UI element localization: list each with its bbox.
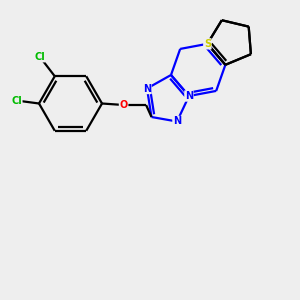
Text: N: N [143, 83, 151, 94]
Text: N: N [185, 91, 193, 101]
Text: O: O [119, 100, 128, 110]
Text: Cl: Cl [11, 95, 22, 106]
Text: Cl: Cl [34, 52, 45, 62]
Text: S: S [204, 39, 211, 49]
Text: N: N [173, 116, 181, 127]
